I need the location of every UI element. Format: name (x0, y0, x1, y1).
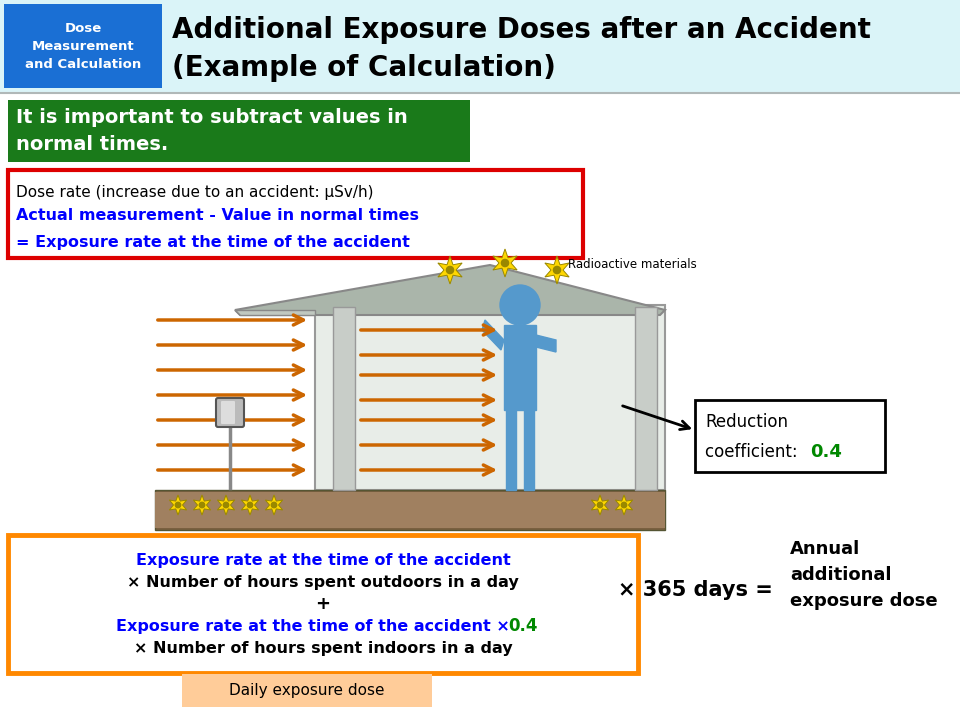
Polygon shape (438, 256, 462, 284)
FancyBboxPatch shape (155, 492, 665, 528)
Text: Exposure rate at the time of the accident: Exposure rate at the time of the acciden… (135, 552, 511, 567)
Polygon shape (524, 410, 534, 490)
Text: Daily exposure dose: Daily exposure dose (229, 683, 385, 698)
Circle shape (621, 503, 627, 508)
Polygon shape (536, 335, 556, 352)
Text: Dose
Measurement
and Calculation: Dose Measurement and Calculation (25, 22, 141, 71)
Circle shape (272, 503, 276, 508)
Text: × Number of hours spent indoors in a day: × Number of hours spent indoors in a day (133, 641, 513, 655)
FancyBboxPatch shape (216, 398, 244, 427)
FancyBboxPatch shape (221, 401, 235, 424)
Circle shape (200, 503, 204, 508)
Circle shape (446, 266, 454, 274)
FancyBboxPatch shape (0, 0, 960, 92)
Text: Annual
additional
exposure dose: Annual additional exposure dose (790, 539, 938, 611)
Text: Dose rate (increase due to an accident: μSv/h): Dose rate (increase due to an accident: … (16, 184, 373, 199)
Text: 0.4: 0.4 (508, 617, 538, 635)
Text: Reduction: Reduction (705, 413, 788, 431)
Polygon shape (506, 410, 516, 490)
Polygon shape (235, 310, 315, 315)
Text: Additional Exposure Doses after an Accident: Additional Exposure Doses after an Accid… (172, 16, 871, 44)
Text: × 365 days =: × 365 days = (617, 580, 773, 600)
Circle shape (224, 503, 228, 508)
Circle shape (553, 266, 561, 274)
Text: +: + (316, 595, 330, 613)
Polygon shape (265, 495, 282, 515)
Polygon shape (241, 495, 258, 515)
Text: coefficient:: coefficient: (705, 443, 803, 461)
FancyBboxPatch shape (182, 674, 432, 707)
Circle shape (597, 503, 603, 508)
FancyBboxPatch shape (8, 535, 638, 673)
Polygon shape (492, 249, 517, 277)
Text: Exposure rate at the time of the accident ×: Exposure rate at the time of the acciden… (116, 618, 510, 634)
FancyBboxPatch shape (333, 307, 355, 490)
Polygon shape (504, 325, 536, 410)
Polygon shape (591, 495, 609, 515)
Polygon shape (235, 265, 665, 315)
Polygon shape (615, 495, 633, 515)
Text: × Number of hours spent outdoors in a day: × Number of hours spent outdoors in a da… (127, 575, 518, 590)
Text: Actual measurement - Value in normal times: Actual measurement - Value in normal tim… (16, 209, 419, 223)
Polygon shape (169, 495, 186, 515)
FancyBboxPatch shape (155, 490, 665, 530)
FancyBboxPatch shape (8, 100, 470, 162)
FancyBboxPatch shape (4, 4, 162, 88)
FancyBboxPatch shape (8, 170, 583, 258)
Polygon shape (217, 495, 234, 515)
Text: 0.4: 0.4 (810, 443, 842, 461)
Polygon shape (545, 256, 569, 284)
Circle shape (176, 503, 180, 508)
Text: = Exposure rate at the time of the accident: = Exposure rate at the time of the accid… (16, 235, 410, 250)
Circle shape (501, 259, 509, 266)
Circle shape (248, 503, 252, 508)
Circle shape (500, 285, 540, 325)
Text: It is important to subtract values in
normal times.: It is important to subtract values in no… (16, 108, 408, 154)
Text: Radioactive materials: Radioactive materials (568, 258, 697, 271)
FancyBboxPatch shape (695, 400, 885, 472)
FancyBboxPatch shape (315, 305, 665, 490)
Polygon shape (482, 320, 504, 350)
FancyBboxPatch shape (635, 307, 657, 490)
Polygon shape (193, 495, 210, 515)
Text: (Example of Calculation): (Example of Calculation) (172, 54, 556, 82)
